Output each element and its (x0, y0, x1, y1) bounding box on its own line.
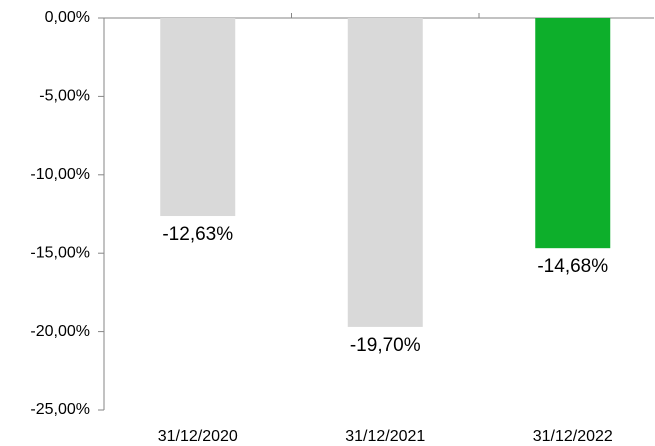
y-tick-label: 0,00% (45, 9, 90, 26)
bar (347, 18, 423, 327)
y-tick-label: -25,00% (30, 401, 90, 418)
x-tick-label: 31/12/2021 (345, 428, 425, 445)
value-label: -12,63% (162, 224, 233, 245)
y-tick-label: -5,00% (39, 88, 90, 105)
y-tick-label: -15,00% (30, 244, 90, 261)
x-tick-label: 31/12/2022 (533, 428, 613, 445)
value-label: -19,70% (350, 335, 421, 356)
x-tick-label: 31/12/2020 (158, 428, 238, 445)
bar (535, 18, 611, 249)
y-tick-label: -20,00% (30, 323, 90, 340)
value-label: -14,68% (537, 256, 608, 277)
bar (160, 18, 236, 217)
y-tick-label: -10,00% (30, 166, 90, 183)
